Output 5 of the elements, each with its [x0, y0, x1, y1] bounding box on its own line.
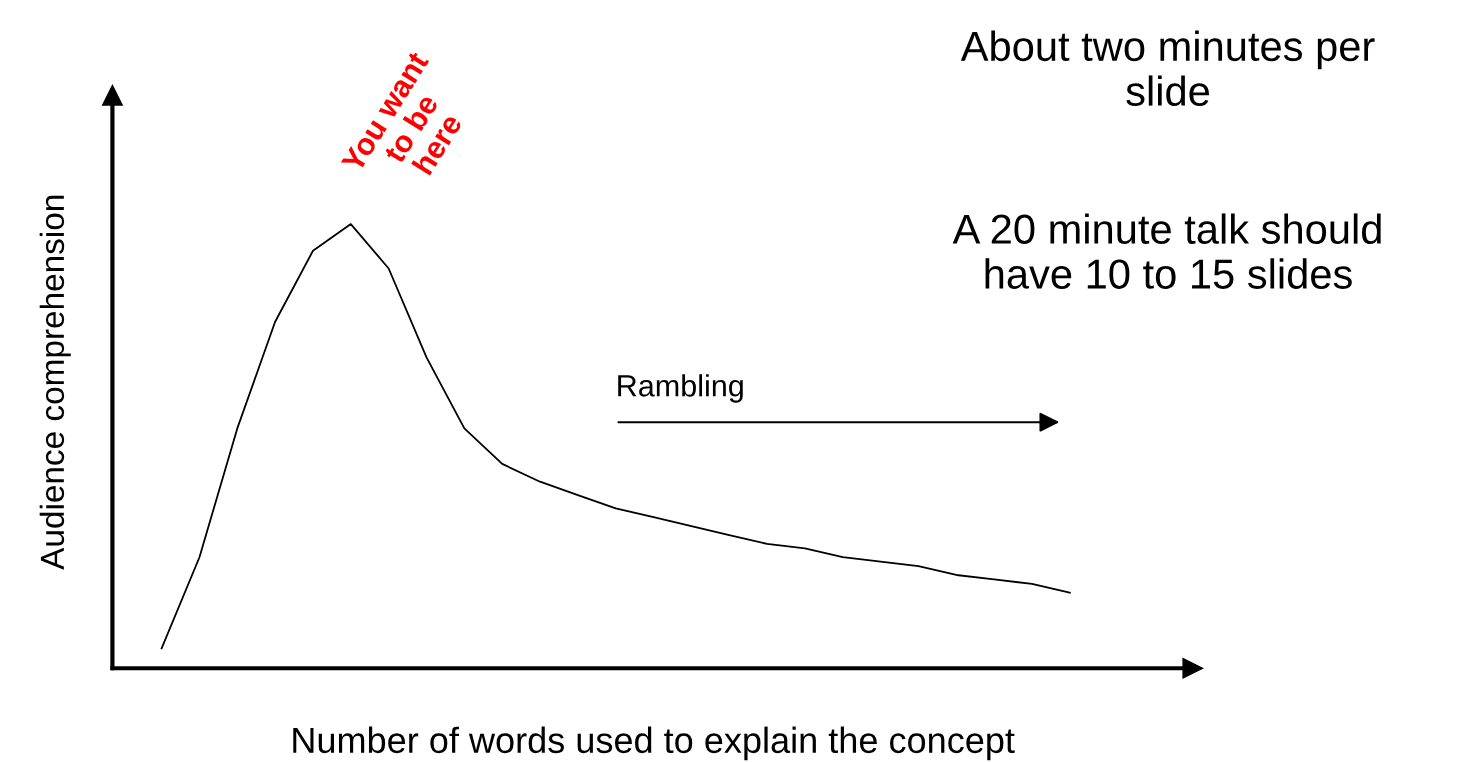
y-axis-title: Audience comprehension	[39, 195, 71, 570]
annotation: A 20 minute talk should have 10 to 15 slides	[952, 213, 1381, 289]
x-axis-title: Number of words used to explain the concept	[293, 726, 1015, 761]
annotation: Rambling	[618, 374, 743, 403]
text: About two minutes per slide	[960, 30, 1375, 107]
